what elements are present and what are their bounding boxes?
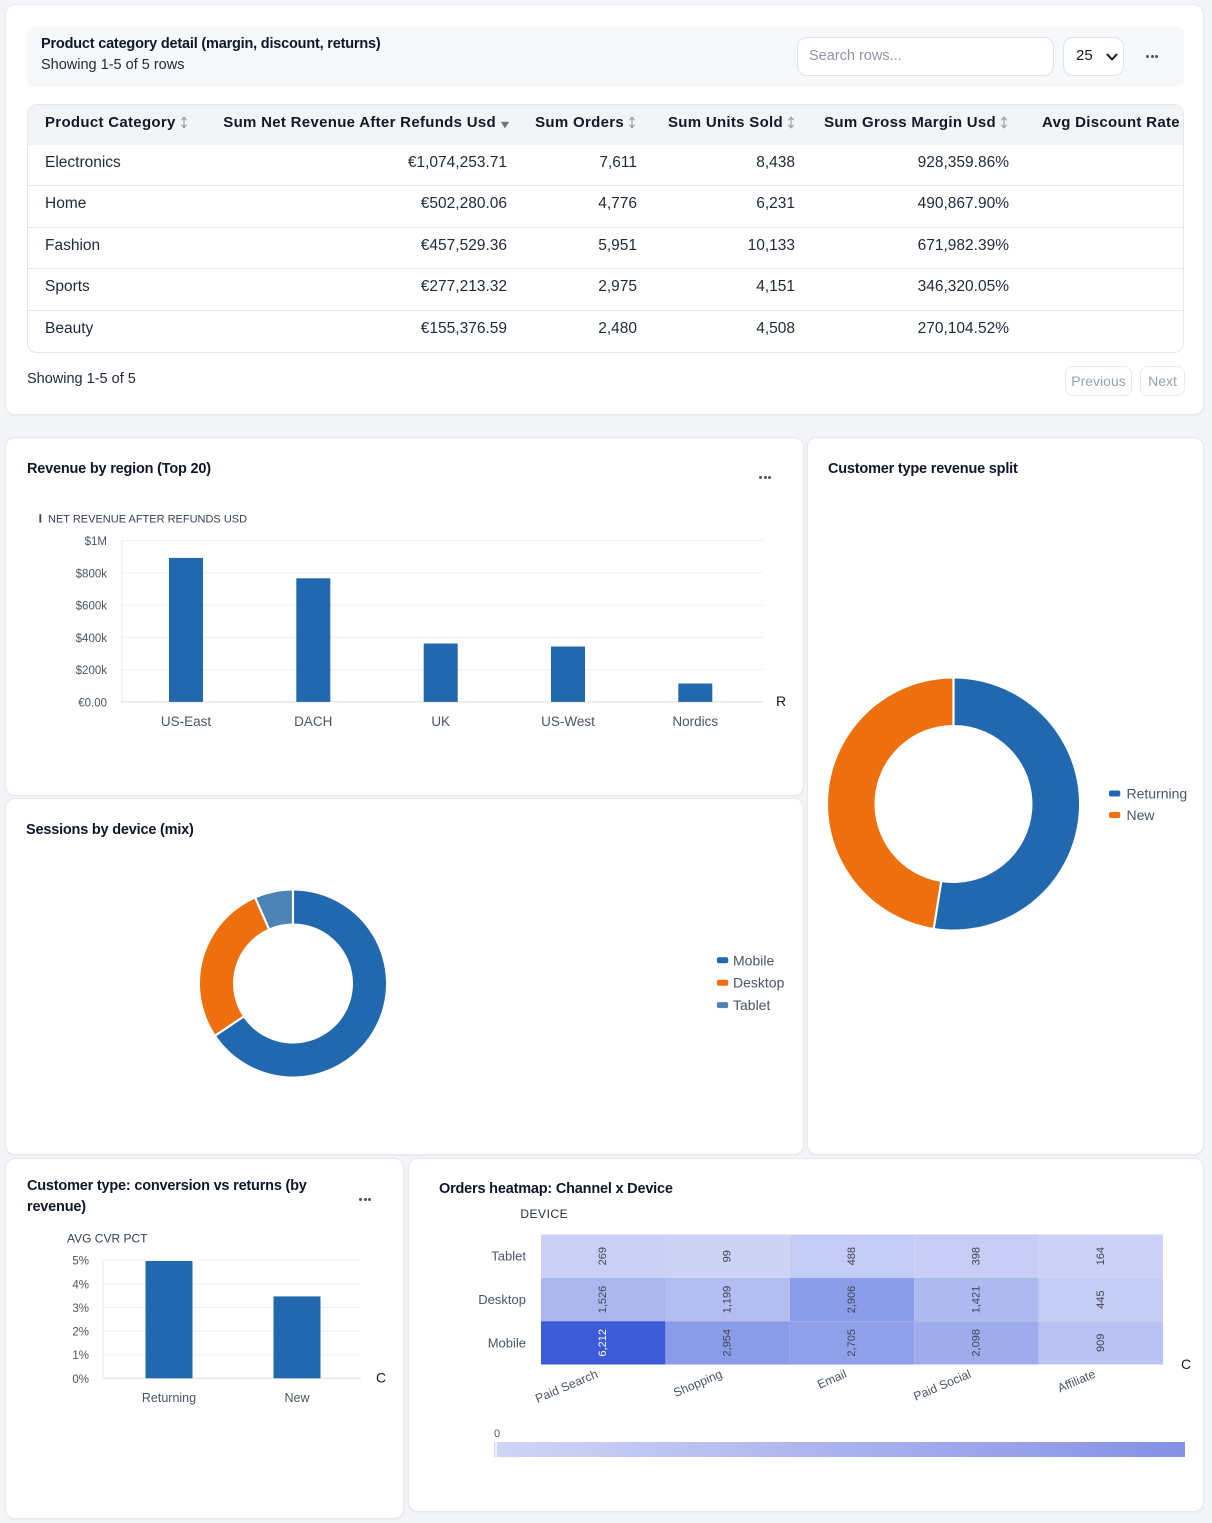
svg-text:488: 488 bbox=[846, 1247, 858, 1265]
svg-text:909: 909 bbox=[1095, 1334, 1107, 1352]
svg-text:445: 445 bbox=[1095, 1290, 1107, 1308]
svg-text:164: 164 bbox=[1095, 1247, 1107, 1265]
svg-text:2,906: 2,906 bbox=[846, 1286, 858, 1314]
svg-text:DEVICE: DEVICE bbox=[520, 1207, 568, 1221]
svg-text:Desktop: Desktop bbox=[733, 975, 785, 991]
svg-text:5%: 5% bbox=[72, 1256, 89, 1268]
svg-text:Returning: Returning bbox=[1127, 786, 1188, 802]
svg-text:1,421: 1,421 bbox=[970, 1286, 982, 1314]
svg-text:398: 398 bbox=[970, 1247, 982, 1265]
svg-text:1,199: 1,199 bbox=[722, 1286, 734, 1314]
svg-text:2,098: 2,098 bbox=[970, 1329, 982, 1357]
svg-text:$800k: $800k bbox=[76, 568, 108, 580]
svg-text:269: 269 bbox=[597, 1247, 609, 1265]
svg-text:Affiliate: Affiliate bbox=[1055, 1367, 1097, 1396]
svg-text:2,705: 2,705 bbox=[846, 1329, 858, 1357]
svg-text:AVG CVR PCT: AVG CVR PCT bbox=[67, 1232, 148, 1246]
svg-text:$600k: $600k bbox=[76, 601, 108, 613]
svg-text:4%: 4% bbox=[72, 1279, 89, 1291]
svg-text:New: New bbox=[1127, 807, 1156, 823]
svg-text:6,212: 6,212 bbox=[597, 1329, 609, 1357]
svg-text:C: C bbox=[376, 1370, 386, 1386]
svg-text:Tablet: Tablet bbox=[733, 997, 770, 1013]
svg-text:$200k: $200k bbox=[76, 665, 108, 677]
svg-text:Nordics: Nordics bbox=[672, 714, 718, 729]
svg-text:New: New bbox=[284, 1391, 310, 1405]
svg-text:Returning: Returning bbox=[142, 1391, 196, 1405]
svg-text:99: 99 bbox=[722, 1250, 734, 1262]
svg-text:US-East: US-East bbox=[161, 714, 212, 729]
svg-text:Shopping: Shopping bbox=[671, 1367, 724, 1400]
svg-text:3%: 3% bbox=[72, 1303, 89, 1315]
svg-text:1%: 1% bbox=[72, 1350, 89, 1362]
svg-text:$400k: $400k bbox=[76, 633, 108, 645]
svg-text:0: 0 bbox=[494, 1428, 500, 1440]
svg-text:DACH: DACH bbox=[294, 714, 332, 729]
svg-text:€0.00: €0.00 bbox=[78, 697, 107, 709]
svg-text:1,526: 1,526 bbox=[597, 1286, 609, 1314]
svg-text:Mobile: Mobile bbox=[488, 1335, 526, 1350]
svg-text:R: R bbox=[776, 693, 786, 709]
svg-text:Paid Search: Paid Search bbox=[533, 1367, 600, 1406]
svg-text:Desktop: Desktop bbox=[478, 1292, 526, 1307]
svg-text:Email: Email bbox=[815, 1367, 849, 1392]
svg-text:Tablet: Tablet bbox=[491, 1249, 526, 1264]
svg-text:US-West: US-West bbox=[541, 714, 595, 729]
svg-text:Mobile: Mobile bbox=[733, 952, 774, 968]
svg-text:Paid Social: Paid Social bbox=[911, 1367, 973, 1404]
svg-text:C: C bbox=[1181, 1356, 1191, 1372]
svg-text:2,954: 2,954 bbox=[722, 1329, 734, 1357]
svg-text:UK: UK bbox=[431, 714, 450, 729]
svg-text:0%: 0% bbox=[72, 1374, 89, 1386]
svg-text:2%: 2% bbox=[72, 1327, 89, 1339]
svg-text:NET REVENUE AFTER REFUNDS USD: NET REVENUE AFTER REFUNDS USD bbox=[48, 513, 247, 525]
svg-text:$1M: $1M bbox=[85, 536, 107, 548]
